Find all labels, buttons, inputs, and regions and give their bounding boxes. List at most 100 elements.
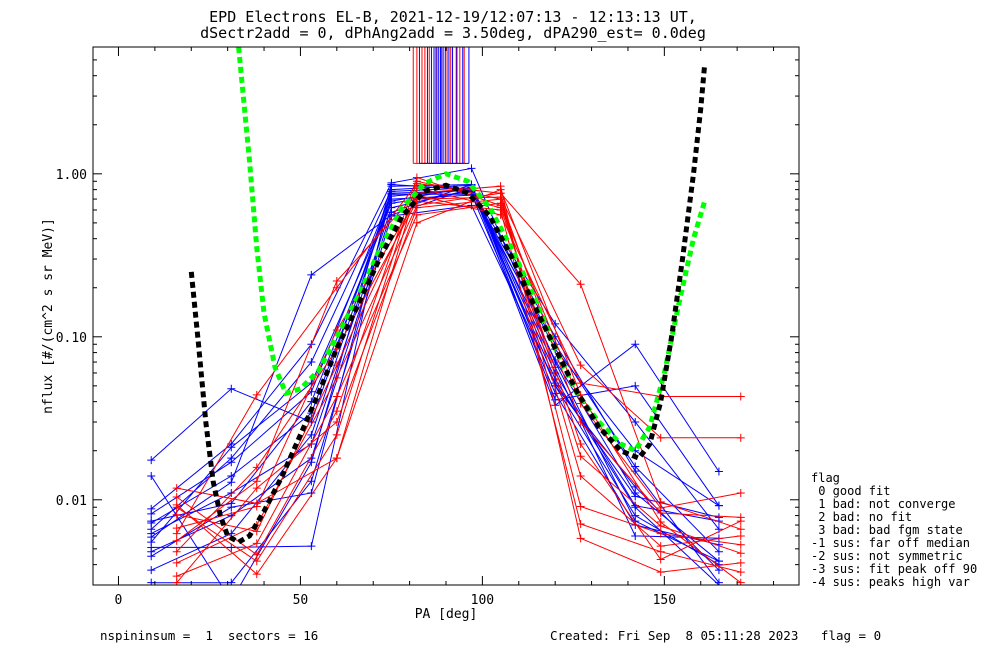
data-point-marker [172, 547, 181, 556]
x-tick-label: 0 [115, 593, 123, 608]
data-point-marker [332, 392, 341, 401]
pa-series-2 [147, 180, 723, 569]
data-point-marker [736, 540, 745, 549]
data-point-marker [252, 499, 261, 508]
series-line [150, 187, 720, 571]
data-point-marker [736, 531, 745, 540]
data-point-marker [147, 517, 156, 526]
data-point-marker [576, 361, 585, 370]
data-point-marker [714, 513, 723, 522]
data-point-marker [147, 504, 156, 513]
series-line [150, 167, 720, 562]
data-point-marker [147, 578, 156, 585]
data-point-marker [736, 558, 745, 567]
data-point-marker [172, 578, 181, 585]
data-point-marker [631, 381, 640, 390]
pa-series-8 [147, 183, 723, 542]
data-point-marker [714, 467, 723, 476]
data-point-marker [227, 578, 236, 585]
data-point-marker [227, 489, 236, 498]
data-point-marker [631, 418, 640, 427]
data-point-marker [172, 493, 181, 502]
data-point-marker [656, 529, 665, 538]
data-point-marker [172, 529, 181, 538]
series-line [150, 194, 720, 553]
plot-area [147, 47, 745, 605]
x-axis-label: PA [deg] [415, 607, 478, 622]
data-point-marker [172, 558, 181, 567]
legend-item: -4 sus: peaks high var [811, 575, 970, 589]
pa-series-14 [147, 201, 723, 585]
series-line [150, 183, 720, 585]
data-point-marker [576, 379, 585, 388]
data-point-marker [576, 520, 585, 529]
data-point-marker [736, 549, 745, 558]
data-point-marker [656, 433, 665, 442]
pa-series-26 [172, 185, 745, 585]
data-point-marker [227, 543, 236, 552]
data-point-marker [496, 195, 505, 204]
data-point-marker [656, 497, 665, 506]
data-point-marker [307, 542, 316, 551]
data-point-marker [576, 502, 585, 511]
y-axis-label: nflux [#/(cm^2 s sr MeV)] [41, 218, 56, 414]
data-point-marker [736, 525, 745, 534]
data-point-marker [147, 471, 156, 480]
data-point-marker [631, 531, 640, 540]
data-point-marker [252, 484, 261, 493]
data-point-marker [656, 542, 665, 551]
data-point-marker [714, 501, 723, 510]
data-point-marker [576, 471, 585, 480]
series-line [176, 196, 741, 529]
data-point-marker [412, 218, 421, 227]
series-line [176, 176, 741, 556]
series-line [176, 200, 741, 573]
data-point-marker [147, 456, 156, 465]
data-point-marker [147, 533, 156, 542]
data-point-marker [227, 597, 235, 605]
data-point-marker [147, 566, 156, 575]
data-point-marker [332, 407, 341, 416]
data-point-marker [147, 547, 156, 556]
data-point-marker [252, 570, 261, 579]
data-point-marker [252, 539, 261, 548]
legend-title: flag [811, 471, 840, 485]
data-point-marker [332, 276, 341, 285]
legend-item: -3 sus: fit peak off 90 [811, 562, 977, 576]
data-point-marker [227, 454, 236, 463]
data-point-marker [631, 340, 640, 349]
data-point-marker [736, 568, 745, 577]
pa-series-5 [147, 186, 723, 534]
pa-series-27 [172, 177, 745, 566]
data-point-marker [252, 557, 261, 566]
legend-item: 0 good fit [811, 484, 890, 498]
data-point-marker [172, 503, 181, 512]
data-point-marker [576, 452, 585, 461]
chart-title-line-2: dSectr2add = 0, dPhAng2add = 3.50deg, dP… [200, 24, 706, 42]
series-line [176, 183, 741, 534]
x-tick-label: 150 [653, 593, 676, 608]
data-point-marker [332, 430, 341, 439]
data-point-marker [656, 555, 665, 564]
data-point-marker [147, 525, 156, 534]
data-point-marker [252, 477, 261, 486]
fit-curve-green [236, 47, 707, 454]
y-tick-label: 0.01 [56, 494, 87, 509]
pa-series-22 [172, 197, 745, 577]
data-point-marker [387, 187, 396, 196]
data-point-marker [252, 463, 261, 472]
series-line [151, 190, 720, 584]
data-point-marker [307, 430, 316, 439]
legend-item: 3 bad: bad fgm state [811, 523, 963, 537]
data-point-marker [496, 185, 505, 194]
data-point-marker [332, 361, 341, 370]
data-point-marker [714, 547, 723, 556]
data-point-marker [252, 390, 261, 399]
series-line [176, 188, 742, 584]
data-point-marker [656, 518, 665, 527]
data-point-marker [714, 566, 723, 575]
data-point-marker [576, 418, 585, 427]
series-line [176, 202, 741, 577]
legend-item: 1 bad: not converge [811, 497, 956, 511]
